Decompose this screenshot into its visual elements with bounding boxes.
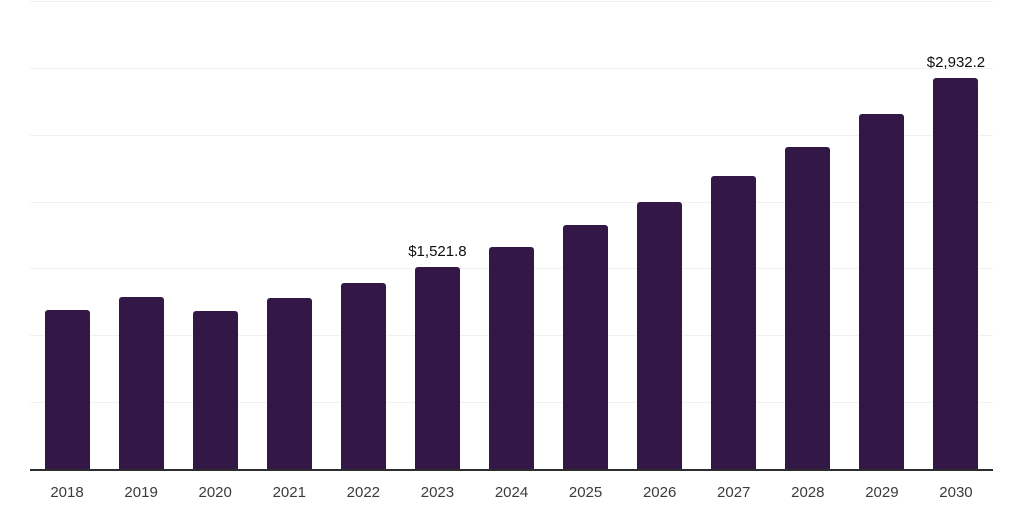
x-tick-label-2018: 2018 bbox=[50, 484, 84, 501]
bar-2030 bbox=[933, 77, 979, 470]
gridline-3000 bbox=[30, 67, 993, 69]
bar-2022 bbox=[340, 282, 386, 470]
x-tick-label-2021: 2021 bbox=[272, 484, 306, 501]
gridline-2000 bbox=[30, 201, 993, 203]
bar-2024 bbox=[489, 246, 534, 470]
x-tick-label-2030: 2030 bbox=[939, 484, 973, 501]
gridline-2500 bbox=[30, 134, 993, 136]
bar-2019 bbox=[118, 297, 164, 470]
x-tick-label-2029: 2029 bbox=[865, 484, 899, 501]
x-axis-line bbox=[30, 469, 993, 471]
x-tick-label-2020: 2020 bbox=[198, 484, 232, 501]
plot-area: $1,521.8 $2,932.2 bbox=[30, 1, 993, 471]
bar-2025 bbox=[563, 224, 609, 470]
bar-2018 bbox=[44, 309, 90, 470]
x-tick-label-2027: 2027 bbox=[717, 484, 751, 501]
bar-value-label-2023: $1,521.8 bbox=[408, 242, 467, 260]
bar-2020 bbox=[192, 311, 238, 470]
bar-2027 bbox=[711, 176, 757, 470]
x-tick-label-2025: 2025 bbox=[568, 484, 603, 501]
bar-2029 bbox=[859, 113, 905, 470]
gridline-3500 bbox=[30, 1, 993, 2]
bar-2026 bbox=[637, 201, 683, 470]
x-tick-label-2028: 2028 bbox=[791, 484, 825, 501]
x-tick-label-2026: 2026 bbox=[642, 484, 677, 501]
x-tick-label-2024: 2024 bbox=[494, 484, 529, 501]
bar-value-label-2030: $2,932.2 bbox=[926, 53, 986, 71]
x-tick-label-2019: 2019 bbox=[124, 484, 158, 501]
bar-2028 bbox=[785, 147, 831, 470]
bar-2021 bbox=[266, 298, 312, 470]
x-tick-label-2022: 2022 bbox=[346, 484, 381, 501]
bar-2023 bbox=[414, 266, 460, 470]
x-tick-label-2023: 2023 bbox=[420, 484, 455, 501]
